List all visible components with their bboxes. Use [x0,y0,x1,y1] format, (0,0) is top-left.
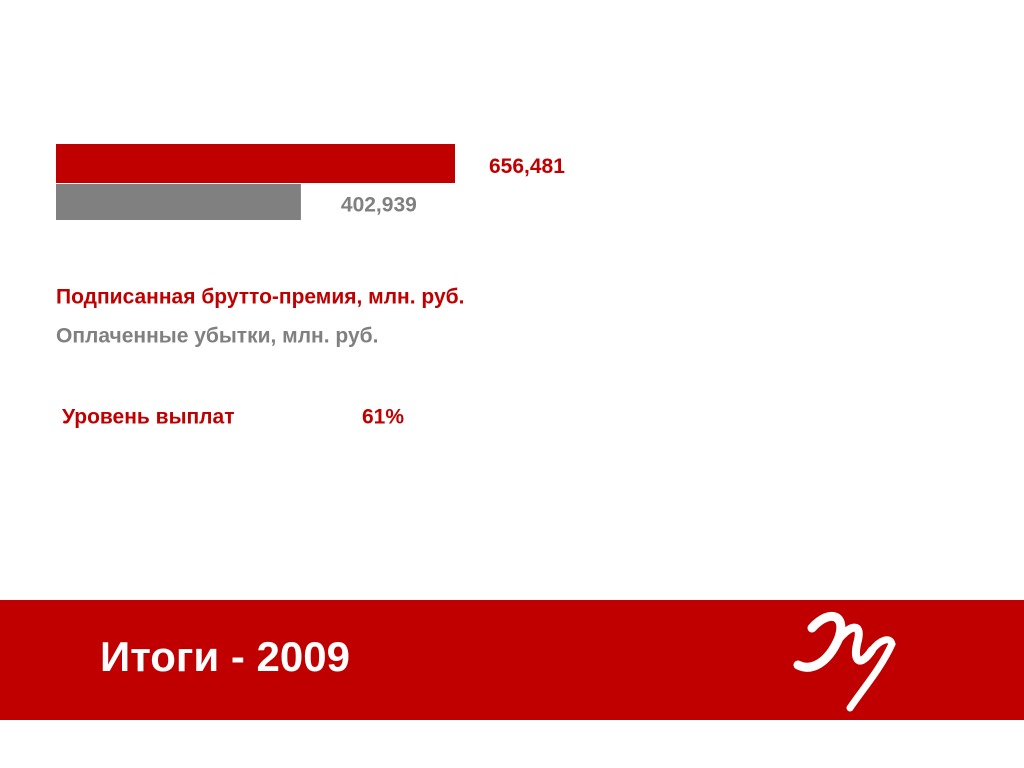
annotation-label: Уровень выплат [62,406,235,429]
logo [793,612,896,712]
legend-entry: Подписанная брутто-премия, млн. руб. [56,286,464,309]
legend-entry: Оплаченные убытки, млн. руб. [56,325,378,348]
slide-title: Итоги - 2009 [100,633,350,680]
bar [56,144,455,183]
bar [56,184,301,220]
value-label: 656,481 [489,155,565,178]
annotation-value: 61% [362,406,404,429]
value-label: 402,939 [341,194,417,217]
